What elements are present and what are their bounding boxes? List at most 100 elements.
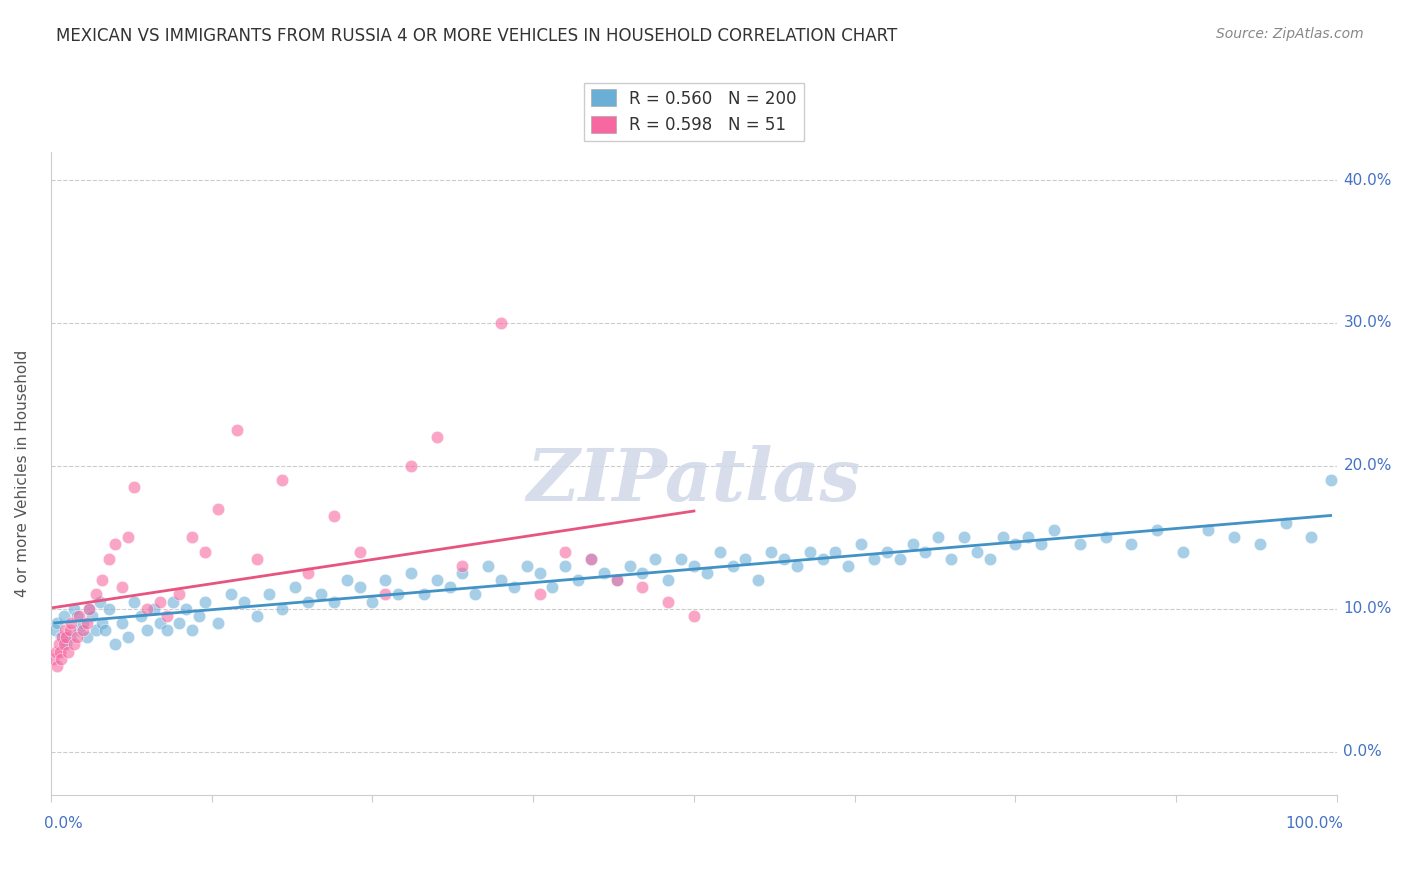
Point: [89, 594, 111, 608]
Point: [619, 558, 641, 573]
Point: [336, 573, 359, 587]
Point: [49, 652, 72, 666]
Point: [297, 594, 319, 608]
Point: [734, 551, 756, 566]
Point: [516, 558, 538, 573]
Point: [914, 544, 936, 558]
Point: [271, 473, 294, 487]
Text: 100.0%: 100.0%: [1285, 816, 1344, 831]
Point: [1043, 523, 1066, 537]
Point: [529, 587, 551, 601]
Text: 0.0%: 0.0%: [1344, 744, 1382, 759]
Point: [53, 623, 76, 637]
Point: [219, 587, 242, 601]
Point: [72, 623, 94, 637]
Point: [606, 573, 628, 587]
Point: [1223, 530, 1246, 544]
Point: [1031, 537, 1053, 551]
Point: [63, 638, 86, 652]
Text: MEXICAN VS IMMIGRANTS FROM RUSSIA 4 OR MORE VEHICLES IN HOUSEHOLD CORRELATION CH: MEXICAN VS IMMIGRANTS FROM RUSSIA 4 OR M…: [56, 27, 897, 45]
Point: [322, 508, 344, 523]
Point: [669, 551, 692, 566]
Legend: R = 0.560   N = 200, R = 0.598   N = 51: R = 0.560 N = 200, R = 0.598 N = 51: [585, 83, 803, 141]
Point: [117, 530, 139, 544]
Point: [1004, 537, 1026, 551]
Point: [174, 601, 197, 615]
Point: [541, 580, 564, 594]
Point: [349, 580, 371, 594]
Point: [554, 558, 576, 573]
Point: [226, 423, 249, 437]
Point: [51, 630, 73, 644]
Point: [1301, 530, 1323, 544]
Point: [42, 652, 65, 666]
Point: [1249, 537, 1271, 551]
Point: [117, 630, 139, 644]
Point: [953, 530, 976, 544]
Point: [124, 480, 146, 494]
Point: [207, 615, 229, 630]
Point: [129, 608, 152, 623]
Point: [76, 615, 98, 630]
Point: [79, 601, 101, 615]
Point: [399, 458, 422, 473]
Point: [683, 558, 706, 573]
Point: [63, 601, 86, 615]
Point: [1017, 530, 1039, 544]
Point: [799, 544, 821, 558]
Point: [1069, 537, 1091, 551]
Point: [1274, 516, 1296, 530]
Point: [979, 551, 1001, 566]
Point: [1146, 523, 1168, 537]
Point: [451, 558, 474, 573]
Point: [149, 594, 172, 608]
Point: [747, 573, 769, 587]
Text: ZIPatlas: ZIPatlas: [527, 444, 860, 516]
Point: [97, 601, 120, 615]
Point: [529, 566, 551, 580]
Point: [1121, 537, 1143, 551]
Point: [709, 544, 731, 558]
Point: [52, 638, 75, 652]
Point: [631, 566, 654, 580]
Point: [136, 601, 159, 615]
Point: [194, 594, 217, 608]
Point: [644, 551, 666, 566]
Point: [863, 551, 886, 566]
Point: [284, 580, 307, 594]
Point: [657, 573, 679, 587]
Point: [412, 587, 434, 601]
Point: [1197, 523, 1219, 537]
Point: [991, 530, 1014, 544]
Point: [849, 537, 872, 551]
Point: [155, 608, 177, 623]
Point: [72, 615, 94, 630]
Point: [259, 587, 281, 601]
Point: [489, 573, 512, 587]
Point: [80, 608, 103, 623]
Text: 10.0%: 10.0%: [1344, 601, 1392, 616]
Point: [55, 638, 77, 652]
Point: [439, 580, 461, 594]
Point: [194, 544, 217, 558]
Point: [837, 558, 859, 573]
Point: [48, 638, 70, 652]
Point: [773, 551, 796, 566]
Point: [181, 530, 204, 544]
Point: [142, 601, 165, 615]
Point: [309, 587, 332, 601]
Point: [387, 587, 409, 601]
Point: [67, 608, 90, 623]
Point: [786, 558, 808, 573]
Point: [44, 623, 66, 637]
Point: [49, 645, 72, 659]
Point: [464, 587, 486, 601]
Point: [593, 566, 616, 580]
Point: [721, 558, 744, 573]
Y-axis label: 4 or more Vehicles in Household: 4 or more Vehicles in Household: [15, 350, 30, 597]
Point: [477, 558, 499, 573]
Point: [246, 551, 269, 566]
Point: [322, 594, 344, 608]
Point: [696, 566, 718, 580]
Point: [181, 623, 204, 637]
